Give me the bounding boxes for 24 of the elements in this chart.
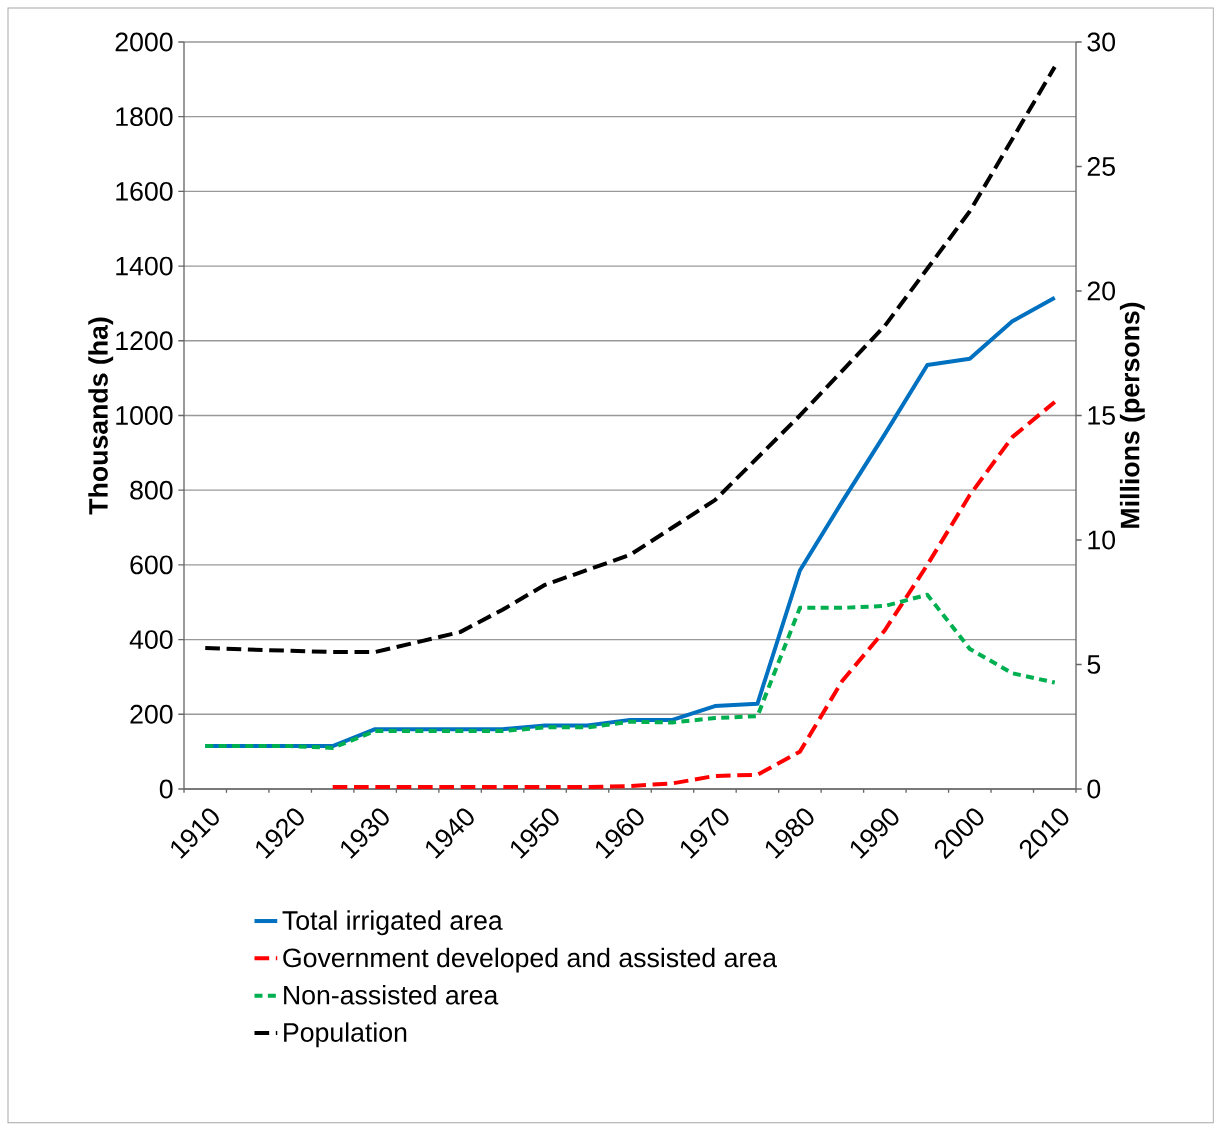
y2-axis-title: Millions (persons) xyxy=(1119,302,1145,528)
y2-tick-label: 20 xyxy=(1087,281,1116,301)
y2-tick-label: 0 xyxy=(1087,779,1101,799)
legend-label: Non-assisted area xyxy=(284,985,499,1005)
y-tick-label: 1800 xyxy=(116,107,173,127)
legend-label: Total irrigated area xyxy=(282,910,503,936)
legend-label: Population xyxy=(284,1022,407,1048)
y-tick-label: 800 xyxy=(130,480,173,500)
y2-tick-label: 25 xyxy=(1087,157,1115,176)
y-tick-label: 0 xyxy=(159,779,173,799)
y-tick-label: 1000 xyxy=(116,406,173,425)
y2-tick-label: 5 xyxy=(1087,655,1101,674)
y-tick-label: 600 xyxy=(130,555,173,575)
y-tick-label: 1400 xyxy=(116,256,173,276)
y-tick-label: 400 xyxy=(129,630,173,650)
y-tick-label: 1200 xyxy=(116,331,173,351)
y2-tick-label: 15 xyxy=(1088,406,1115,425)
y-axis-title: Thousands (ha) xyxy=(88,317,114,515)
y2-tick-label: 30 xyxy=(1087,32,1116,52)
y-tick-label: 1600 xyxy=(116,181,173,201)
y2-tick-label: 10 xyxy=(1088,530,1116,550)
legend-label: Government developed and assisted area xyxy=(283,947,777,973)
y-tick-label: 2000 xyxy=(115,32,173,52)
y-tick-label: 200 xyxy=(130,704,173,724)
